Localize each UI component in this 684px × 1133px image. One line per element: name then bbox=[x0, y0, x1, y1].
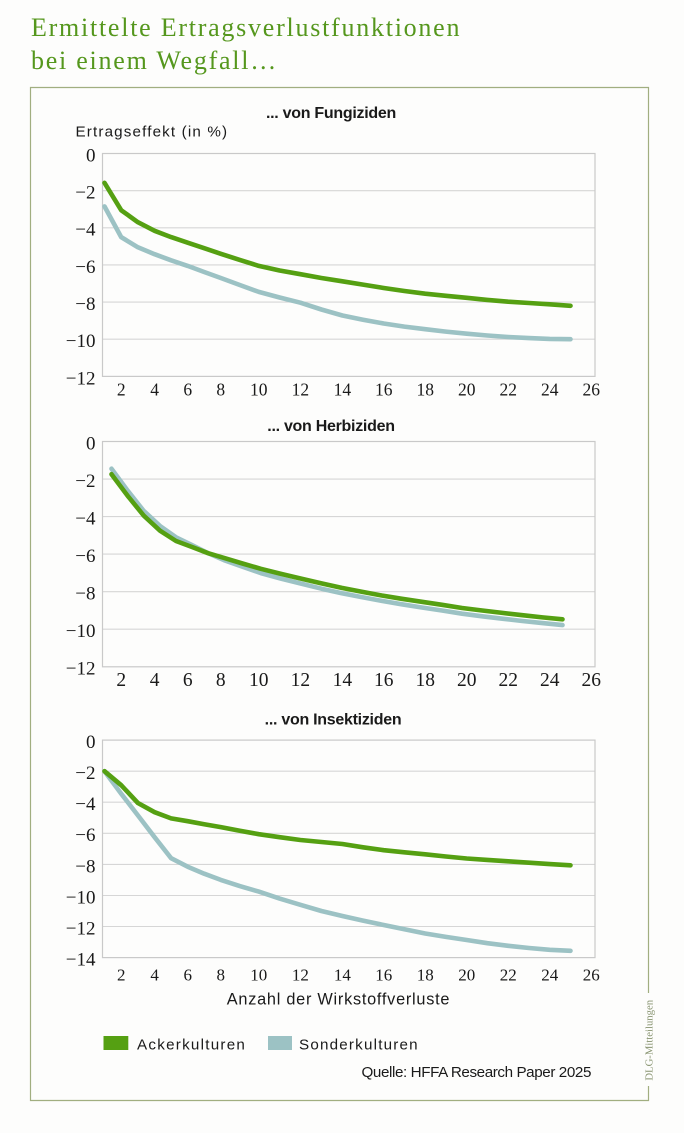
svg-text:18: 18 bbox=[416, 380, 434, 400]
svg-text:−8: −8 bbox=[75, 294, 95, 315]
svg-text:−6: −6 bbox=[75, 825, 95, 846]
svg-text:−14: −14 bbox=[66, 950, 96, 971]
svg-text:−6: −6 bbox=[75, 546, 95, 567]
svg-text:4: 4 bbox=[150, 380, 159, 400]
svg-text:... von Insektiziden: ... von Insektiziden bbox=[265, 711, 402, 728]
svg-text:−6: −6 bbox=[75, 257, 95, 278]
svg-text:18: 18 bbox=[417, 966, 434, 985]
svg-text:−8: −8 bbox=[75, 856, 95, 877]
svg-text:−12: −12 bbox=[66, 918, 96, 939]
svg-text:26: 26 bbox=[581, 670, 601, 691]
svg-text:26: 26 bbox=[582, 380, 600, 400]
svg-text:22: 22 bbox=[499, 380, 517, 400]
svg-text:22: 22 bbox=[498, 670, 518, 691]
svg-text:−4: −4 bbox=[75, 509, 96, 530]
svg-text:8: 8 bbox=[216, 670, 226, 691]
svg-text:0: 0 bbox=[86, 433, 96, 454]
svg-text:0: 0 bbox=[86, 145, 96, 166]
svg-text:14: 14 bbox=[333, 670, 353, 691]
svg-text:2: 2 bbox=[117, 380, 126, 400]
svg-text:Ertragseffekt (in %): Ertragseffekt (in %) bbox=[76, 124, 229, 141]
svg-text:2: 2 bbox=[116, 670, 126, 691]
svg-text:6: 6 bbox=[183, 966, 192, 985]
svg-text:... von Fungiziden: ... von Fungiziden bbox=[266, 105, 396, 122]
svg-text:Sonderkulturen: Sonderkulturen bbox=[299, 1037, 419, 1054]
svg-text:2: 2 bbox=[117, 966, 126, 985]
svg-text:0: 0 bbox=[86, 732, 96, 753]
svg-text:DLG-Mitteilungen: DLG-Mitteilungen bbox=[643, 999, 655, 1080]
svg-text:−8: −8 bbox=[75, 584, 95, 605]
svg-text:Quelle: HFFA Research Paper 20: Quelle: HFFA Research Paper 2025 bbox=[362, 1064, 592, 1081]
svg-text:... von Herbiziden: ... von Herbiziden bbox=[267, 418, 394, 435]
svg-text:20: 20 bbox=[458, 966, 475, 985]
svg-text:6: 6 bbox=[183, 670, 193, 691]
svg-text:14: 14 bbox=[334, 966, 352, 985]
svg-text:10: 10 bbox=[250, 966, 267, 985]
svg-text:24: 24 bbox=[540, 670, 560, 691]
svg-text:22: 22 bbox=[500, 966, 517, 985]
svg-text:4: 4 bbox=[150, 670, 160, 691]
svg-text:−2: −2 bbox=[75, 183, 95, 204]
svg-text:12: 12 bbox=[292, 966, 309, 985]
svg-text:24: 24 bbox=[541, 966, 559, 985]
svg-text:10: 10 bbox=[249, 670, 269, 691]
svg-text:8: 8 bbox=[217, 966, 226, 985]
svg-text:−10: −10 bbox=[66, 621, 96, 642]
svg-text:−4: −4 bbox=[75, 794, 96, 815]
svg-text:14: 14 bbox=[334, 380, 352, 400]
svg-text:−12: −12 bbox=[66, 659, 96, 680]
svg-text:12: 12 bbox=[291, 670, 311, 691]
svg-text:10: 10 bbox=[250, 380, 268, 400]
svg-text:−4: −4 bbox=[75, 220, 96, 241]
svg-text:20: 20 bbox=[458, 380, 476, 400]
svg-text:−2: −2 bbox=[75, 763, 95, 784]
svg-text:−10: −10 bbox=[66, 331, 96, 352]
svg-text:4: 4 bbox=[150, 966, 159, 985]
svg-text:8: 8 bbox=[216, 380, 225, 400]
svg-text:−12: −12 bbox=[66, 368, 96, 389]
svg-text:16: 16 bbox=[375, 380, 393, 400]
svg-text:16: 16 bbox=[374, 670, 394, 691]
svg-text:20: 20 bbox=[457, 670, 477, 691]
svg-text:Ackerkulturen: Ackerkulturen bbox=[137, 1037, 246, 1054]
svg-text:24: 24 bbox=[541, 380, 559, 400]
svg-text:−10: −10 bbox=[66, 887, 96, 908]
svg-text:16: 16 bbox=[375, 966, 392, 985]
svg-text:Anzahl der Wirkstoffverluste: Anzahl der Wirkstoffverluste bbox=[227, 991, 450, 1009]
svg-text:12: 12 bbox=[292, 380, 310, 400]
svg-text:18: 18 bbox=[415, 670, 435, 691]
svg-text:−2: −2 bbox=[75, 471, 95, 492]
svg-text:6: 6 bbox=[183, 380, 192, 400]
svg-text:26: 26 bbox=[583, 966, 600, 985]
